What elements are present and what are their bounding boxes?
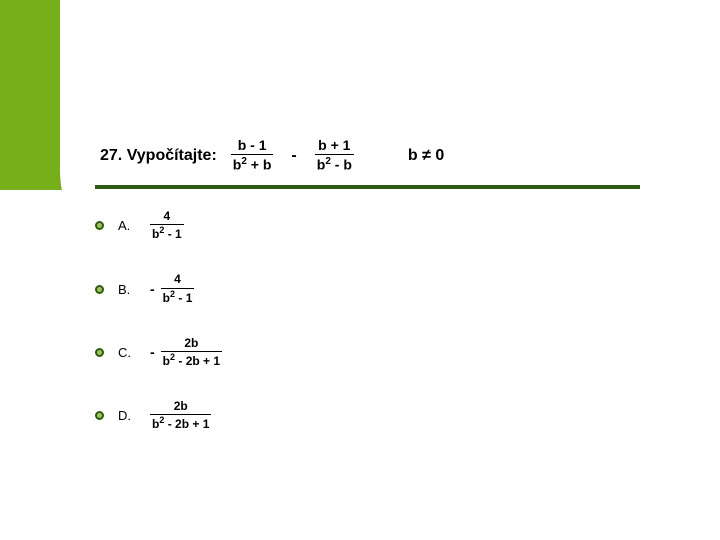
question-fraction-1: b - 1 b2 + b	[231, 138, 274, 173]
option-d-expression: 2b b2 - 2b + 1	[150, 400, 211, 431]
frac2-denominator: b2 - b	[315, 154, 354, 173]
option-d: D. 2b b2 - 2b + 1	[95, 400, 222, 431]
frac2-numerator: b + 1	[316, 138, 352, 154]
option-b-sign: -	[150, 281, 155, 297]
option-c-label: C.	[118, 345, 136, 360]
option-c-fraction: 2b b2 - 2b + 1	[161, 337, 222, 368]
bullet-icon	[95, 411, 104, 420]
option-d-fraction: 2b b2 - 2b + 1	[150, 400, 211, 431]
bullet-icon	[95, 221, 104, 230]
frac1-denominator: b2 + b	[231, 154, 274, 173]
option-b-expression: - 4 b2 - 1	[150, 273, 194, 304]
question-label: 27. Vypočítajte:	[100, 147, 217, 165]
option-c: C. - 2b b2 - 2b + 1	[95, 337, 222, 368]
question-row: 27. Vypočítajte: b - 1 b2 + b - b + 1 b2…	[100, 138, 444, 173]
bullet-icon	[95, 348, 104, 357]
question-fraction-2: b + 1 b2 - b	[315, 138, 354, 173]
bullet-icon	[95, 285, 104, 294]
options-list: A. 4 b2 - 1 B. - 4 b2 - 1 C. - 2b b2 - 2…	[95, 210, 222, 432]
title-underline	[95, 185, 640, 189]
option-b: B. - 4 b2 - 1	[95, 273, 222, 304]
option-a-fraction: 4 b2 - 1	[150, 210, 184, 241]
condition-text: b ≠ 0	[408, 147, 444, 165]
frac1-numerator: b - 1	[236, 138, 269, 154]
minus-operator: -	[287, 147, 300, 165]
option-b-label: B.	[118, 282, 136, 297]
option-b-fraction: 4 b2 - 1	[161, 273, 195, 304]
option-c-sign: -	[150, 344, 155, 360]
option-a-label: A.	[118, 218, 136, 233]
option-a-expression: 4 b2 - 1	[150, 210, 184, 241]
option-d-label: D.	[118, 408, 136, 423]
option-c-expression: - 2b b2 - 2b + 1	[150, 337, 222, 368]
option-a: A. 4 b2 - 1	[95, 210, 222, 241]
